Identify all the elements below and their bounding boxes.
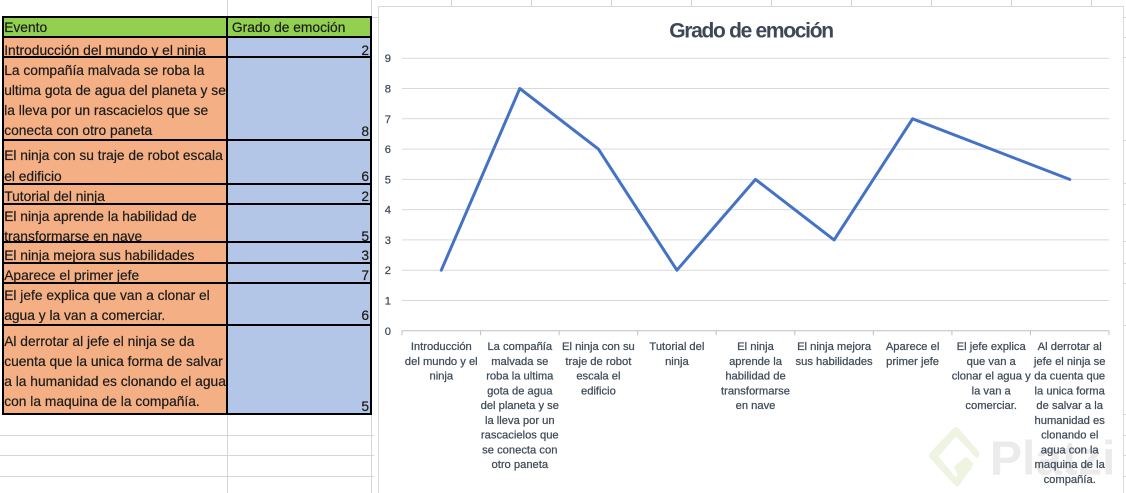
svg-text:7: 7	[385, 114, 391, 126]
svg-text:5: 5	[385, 174, 391, 186]
svg-text:6: 6	[385, 144, 391, 156]
svg-text:Grado de emoción: Grado de emoción	[669, 20, 833, 43]
svg-text:3: 3	[385, 235, 391, 247]
svg-text:4: 4	[385, 205, 391, 217]
svg-text:9: 9	[385, 53, 391, 65]
svg-text:1: 1	[385, 296, 391, 308]
svg-text:2: 2	[385, 265, 391, 277]
svg-text:Platzi: Platzi	[990, 433, 1115, 486]
svg-text:8: 8	[385, 84, 391, 96]
svg-text:0: 0	[385, 326, 391, 338]
